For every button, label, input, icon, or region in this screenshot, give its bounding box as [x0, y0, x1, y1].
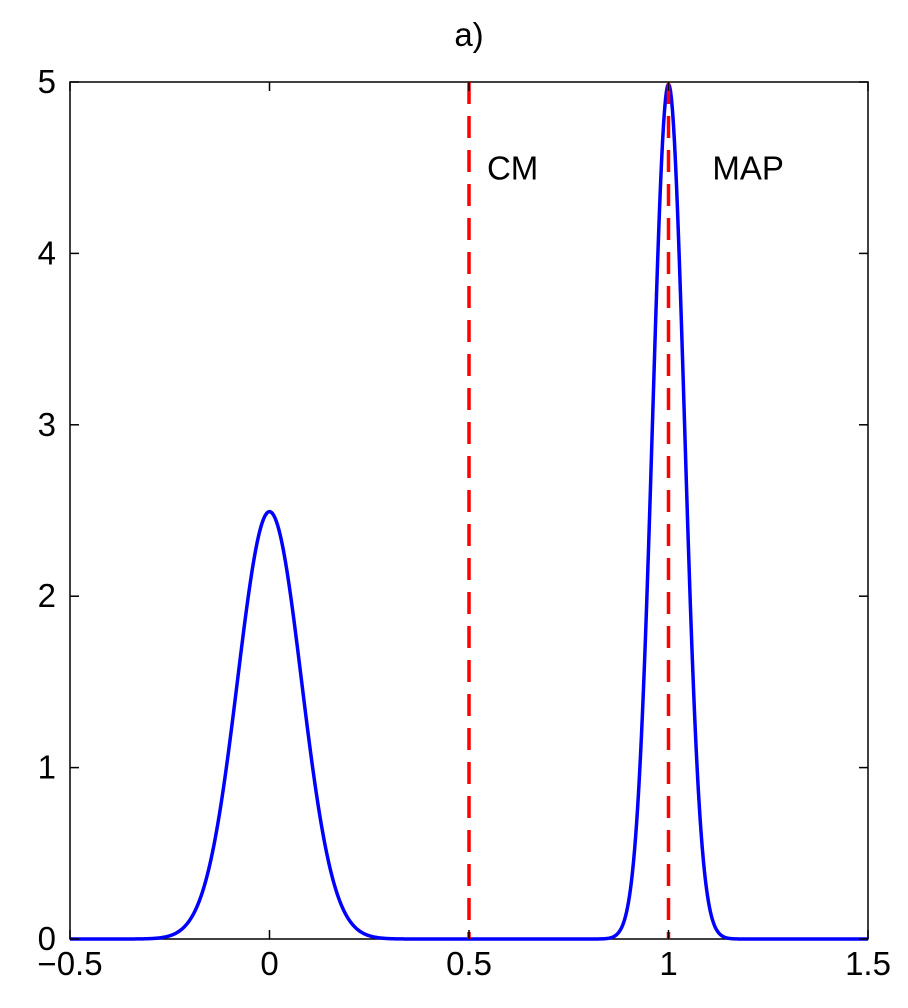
- x-tick-label: 0.5: [446, 945, 492, 982]
- y-tick-label: 4: [38, 234, 56, 271]
- x-tick-label: 1.5: [845, 945, 891, 982]
- y-tick-label: 5: [38, 63, 56, 100]
- y-tick-label: 3: [38, 406, 56, 443]
- y-tick-label: 0: [38, 920, 56, 957]
- annotation-label: MAP: [712, 150, 784, 187]
- y-tick-label: 2: [38, 577, 56, 614]
- y-tick-label: 1: [38, 749, 56, 786]
- chart-title: a): [454, 16, 483, 53]
- x-tick-label: 0: [260, 945, 278, 982]
- annotation-label: CM: [487, 150, 538, 187]
- x-tick-label: 1: [659, 945, 677, 982]
